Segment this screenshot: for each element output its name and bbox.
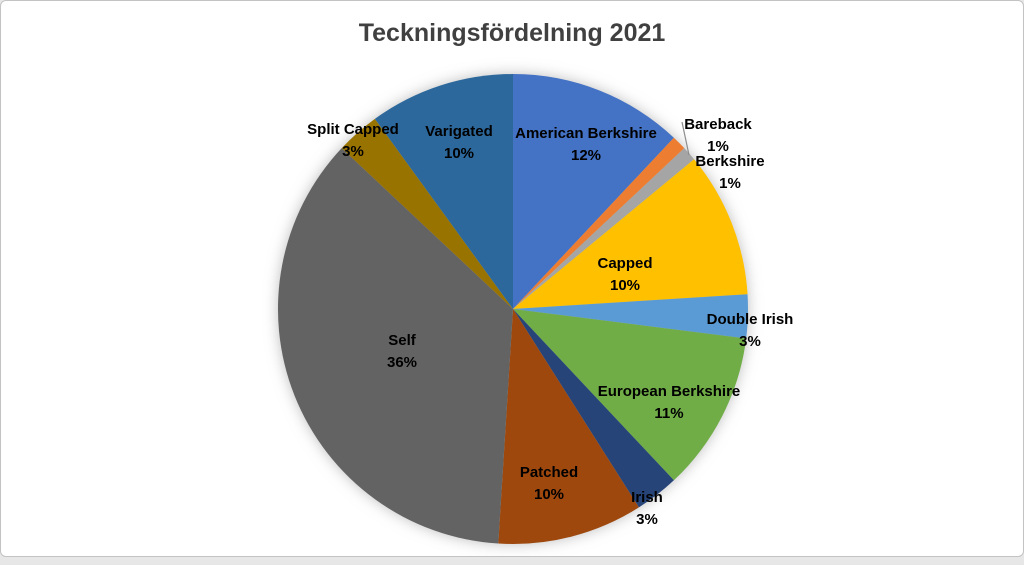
pie-slice-double-irish[interactable] <box>513 294 749 339</box>
leader-lines-group <box>681 121 690 156</box>
pie-slice-capped[interactable] <box>513 159 748 309</box>
pie-slice-split-capped[interactable] <box>341 118 513 309</box>
pie-slice-varigated[interactable] <box>374 74 513 309</box>
pie-slice-patched[interactable] <box>498 309 639 545</box>
pie-slice-berkshire[interactable] <box>513 148 695 309</box>
pie-slice-irish[interactable] <box>513 309 674 508</box>
pie-slices-group <box>277 74 749 545</box>
chart-title: Teckningsfördelning 2021 <box>358 19 666 47</box>
pie-slice-bareback[interactable] <box>513 137 685 309</box>
pie-slice-american-berkshire[interactable] <box>513 74 674 309</box>
pie-slice-self[interactable] <box>277 148 513 544</box>
pie-slice-european-berkshire[interactable] <box>513 309 747 481</box>
leader-line-bareback <box>681 121 690 156</box>
